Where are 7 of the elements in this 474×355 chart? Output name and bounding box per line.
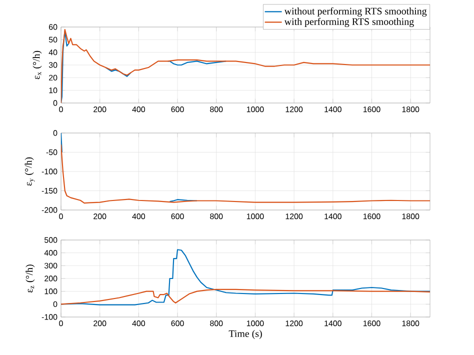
y-axis-title: ε$_{x}$ (°/h) bbox=[32, 50, 42, 80]
x-axis-title: Time (s) bbox=[228, 330, 262, 340]
y-axis-title: ε$_{y}$ (°/h) bbox=[24, 157, 35, 186]
line-series bbox=[61, 288, 430, 305]
y-axis-title: ε$_{z}$ (°/h) bbox=[26, 264, 35, 292]
legend-label: without performing RTS smoothing bbox=[284, 7, 427, 17]
legend-label: with performing RTS smoothing bbox=[284, 18, 414, 28]
